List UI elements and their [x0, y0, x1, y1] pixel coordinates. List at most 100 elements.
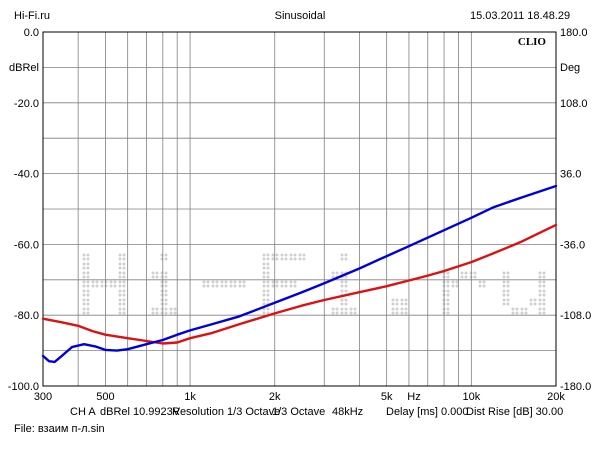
watermark-dot — [104, 280, 108, 284]
watermark-dot — [344, 253, 348, 257]
watermark-dot — [349, 311, 353, 315]
watermark-dot — [391, 298, 395, 302]
watermark-dot — [506, 271, 510, 275]
watermark-dot — [104, 284, 108, 288]
watermark-dot — [349, 307, 353, 311]
file-name: File: взаим п-л.sin — [14, 423, 105, 435]
watermark-dot — [344, 307, 348, 311]
watermark-dot — [344, 302, 348, 306]
watermark-dot — [284, 284, 288, 288]
watermark-dot — [340, 302, 344, 306]
watermark-dot — [529, 302, 533, 306]
x-tick-label: 5k — [381, 391, 393, 403]
watermark-dot — [395, 302, 399, 306]
watermark-dot — [538, 275, 542, 279]
watermark-dot — [118, 271, 122, 275]
watermark-dot — [220, 280, 224, 284]
watermark-dot — [542, 311, 546, 315]
watermark-dot — [340, 280, 344, 284]
watermark-dot — [266, 253, 270, 257]
watermark-dot — [169, 311, 173, 315]
watermark-dot — [542, 284, 546, 288]
watermark-dot — [238, 280, 242, 284]
watermark-dot — [404, 311, 408, 315]
watermark-dot — [446, 271, 450, 275]
watermark-dot — [502, 293, 506, 297]
watermark-dot — [451, 280, 455, 284]
watermark-dot — [82, 271, 86, 275]
y-right-axis-label: Deg — [560, 62, 580, 74]
watermark-dot — [289, 257, 293, 261]
watermark-dot — [86, 289, 90, 293]
watermark-dot — [202, 284, 206, 288]
watermark-dot — [460, 271, 464, 275]
watermark-dot — [344, 275, 348, 279]
x-tick-label: 300 — [34, 391, 52, 403]
watermark-dot — [155, 275, 159, 279]
watermark-dot — [86, 293, 90, 297]
watermark-dot — [82, 275, 86, 279]
watermark-dot — [271, 257, 275, 261]
delay-label: Delay [ms] 0.000 — [386, 406, 469, 418]
watermark-dot — [122, 284, 126, 288]
watermark-dot — [284, 280, 288, 284]
watermark-dot — [262, 302, 266, 306]
watermark-dot — [173, 311, 177, 315]
watermark-dot — [331, 307, 335, 311]
watermark-dot — [86, 307, 90, 311]
resolution-label: Resolution 1/3 Octave — [172, 406, 281, 418]
watermark-dot — [506, 284, 510, 288]
watermark-dot — [280, 257, 284, 261]
watermark-dot — [233, 280, 237, 284]
y-right-tick-label: 180.0 — [560, 27, 588, 39]
watermark-dot — [395, 307, 399, 311]
watermark-dot — [542, 307, 546, 311]
watermark-dot — [542, 298, 546, 302]
watermark-dot — [298, 253, 302, 257]
brand-logo: CLIO — [518, 36, 547, 48]
watermark-dot — [289, 253, 293, 257]
watermark-dot — [280, 284, 284, 288]
watermark-dot — [91, 284, 95, 288]
watermark-dot — [122, 289, 126, 293]
red-series-line — [41, 223, 558, 345]
watermark-dot — [275, 284, 279, 288]
watermark-dot — [82, 257, 86, 261]
x-tick-label: 1k — [184, 391, 196, 403]
watermark-dot — [340, 271, 344, 275]
watermark-dot — [271, 253, 275, 257]
watermark-dot — [542, 302, 546, 306]
watermark-dot — [262, 275, 266, 279]
watermark-dot — [151, 275, 155, 279]
watermark-dot — [293, 253, 297, 257]
watermark-dot — [82, 266, 86, 270]
watermark-dot — [391, 302, 395, 306]
watermark-dot — [340, 289, 344, 293]
watermark-dot — [122, 311, 126, 315]
watermark-dot — [455, 284, 459, 288]
octave-label: 1/3 Octave — [272, 406, 326, 418]
watermark-dot — [82, 253, 86, 257]
watermark-dot — [284, 253, 288, 257]
watermark-dot — [340, 298, 344, 302]
watermark-dot — [95, 284, 99, 288]
watermark-dot — [86, 311, 90, 315]
watermark-dot — [542, 289, 546, 293]
watermark-dot — [400, 302, 404, 306]
watermark-dot — [340, 311, 344, 315]
watermark-dot — [224, 280, 228, 284]
y-left-tick-label: -80.0 — [14, 310, 39, 322]
y-right-tick-label: -180.0 — [560, 381, 591, 393]
watermark-dot — [538, 271, 542, 275]
watermark-dot — [266, 280, 270, 284]
watermark-dot — [86, 253, 90, 257]
watermark-dot — [520, 307, 524, 311]
watermark-dot — [262, 253, 266, 257]
watermark-dot — [524, 311, 528, 315]
watermark-dot — [109, 280, 113, 284]
watermark-dot — [506, 275, 510, 279]
watermark-dot — [506, 302, 510, 306]
watermark-dot — [164, 311, 168, 315]
watermark-dot — [164, 302, 168, 306]
watermark-dot — [109, 284, 113, 288]
